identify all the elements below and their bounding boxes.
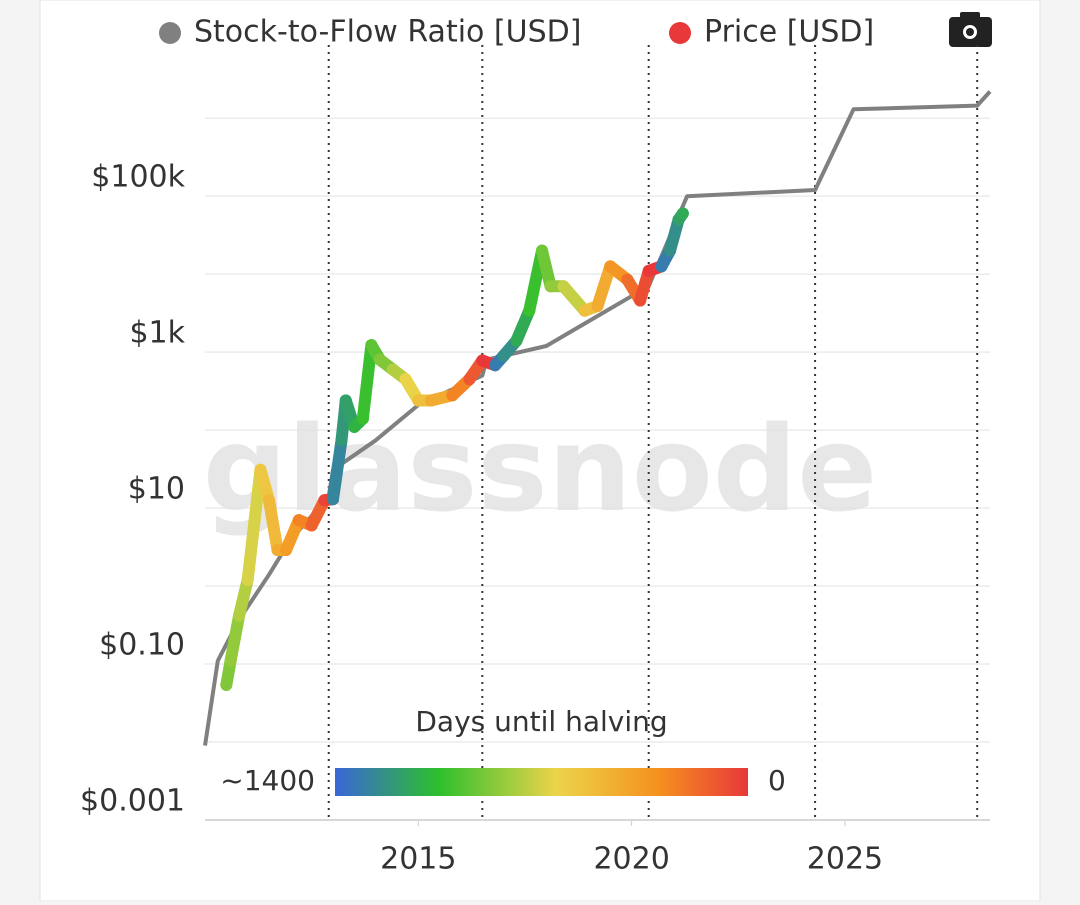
y-tick-label: $1k	[129, 316, 185, 351]
legend-swatch	[159, 22, 181, 44]
price-point	[604, 260, 617, 273]
price-segment	[326, 434, 348, 506]
price-segment	[262, 494, 284, 557]
y-tick-label: $0.001	[80, 784, 185, 819]
colorbar	[335, 768, 748, 796]
camera-icon[interactable]	[949, 12, 992, 47]
price-point	[591, 300, 604, 313]
price-point	[634, 294, 647, 307]
price-point	[262, 494, 275, 507]
card	[39, 0, 1041, 902]
legend-label: Stock-to-Flow Ratio [USD]	[194, 15, 581, 50]
price-point	[523, 304, 536, 317]
price-point	[224, 654, 237, 667]
colorbar-tick-label: ~1400	[220, 764, 315, 797]
legend-label: Price [USD]	[704, 15, 874, 50]
price-point	[412, 394, 425, 407]
price-point	[373, 353, 386, 366]
y-tick-label: $0.10	[99, 628, 185, 663]
price-point	[356, 412, 369, 425]
price-point	[497, 349, 510, 362]
legend-swatch	[669, 22, 691, 44]
price-point	[254, 463, 267, 476]
price-series	[220, 207, 689, 691]
price-segment	[224, 609, 246, 667]
x-tick-label: 2020	[593, 842, 669, 877]
legend-item[interactable]: Stock-to-Flow Ratio [USD]	[159, 15, 581, 50]
price-point	[335, 434, 348, 447]
price-point	[557, 280, 570, 293]
price-point	[386, 363, 399, 376]
price-point	[339, 394, 352, 407]
colorbar-title: Days until halving	[415, 705, 667, 738]
price-segment	[241, 463, 267, 586]
price-point	[544, 280, 557, 293]
price-point	[425, 394, 438, 407]
x-tick-label: 2025	[807, 842, 883, 877]
price-point	[292, 514, 305, 527]
price-point	[664, 244, 677, 257]
price-point	[621, 273, 634, 286]
price-point	[280, 544, 293, 557]
price-point	[305, 519, 318, 532]
price-point	[510, 334, 523, 347]
legend-item[interactable]: Price [USD]	[669, 15, 874, 50]
price-point	[463, 373, 476, 386]
price-segment	[536, 244, 557, 293]
price-point	[348, 420, 361, 433]
price-point	[220, 678, 233, 691]
price-point	[233, 609, 246, 622]
price-point	[241, 573, 254, 586]
price-point	[446, 389, 459, 402]
price-point	[399, 373, 412, 386]
y-tick-label: $100k	[91, 160, 185, 195]
price-point	[489, 359, 502, 372]
price-segment	[591, 260, 617, 313]
price-point	[326, 493, 339, 506]
price-point	[655, 260, 668, 273]
price-point	[476, 354, 489, 367]
price-point	[365, 339, 378, 352]
price-point	[676, 207, 689, 220]
price-segment	[356, 339, 378, 425]
price-point	[642, 264, 655, 277]
camera-top	[960, 12, 980, 20]
price-point	[536, 244, 549, 257]
price-point	[578, 304, 591, 317]
x-tick-label: 2015	[380, 842, 456, 877]
price-point	[271, 544, 284, 557]
y-tick-label: $10	[128, 472, 185, 507]
price-segment	[233, 573, 254, 622]
colorbar-tick-label: 0	[768, 764, 786, 797]
camera-lens-inner	[966, 28, 974, 36]
